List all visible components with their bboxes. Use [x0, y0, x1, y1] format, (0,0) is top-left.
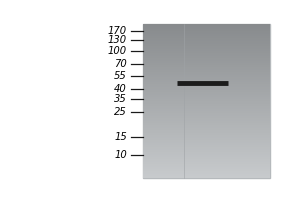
Text: 55: 55 — [114, 71, 127, 81]
Text: 130: 130 — [108, 35, 127, 45]
Text: 10: 10 — [114, 150, 127, 160]
Bar — [143, 24, 270, 178]
Text: 35: 35 — [114, 94, 127, 104]
Text: 170: 170 — [108, 26, 127, 36]
Text: 70: 70 — [114, 59, 127, 69]
Text: 25: 25 — [114, 107, 127, 117]
Text: 15: 15 — [114, 132, 127, 142]
Text: 100: 100 — [108, 46, 127, 56]
Text: 40: 40 — [114, 84, 127, 94]
